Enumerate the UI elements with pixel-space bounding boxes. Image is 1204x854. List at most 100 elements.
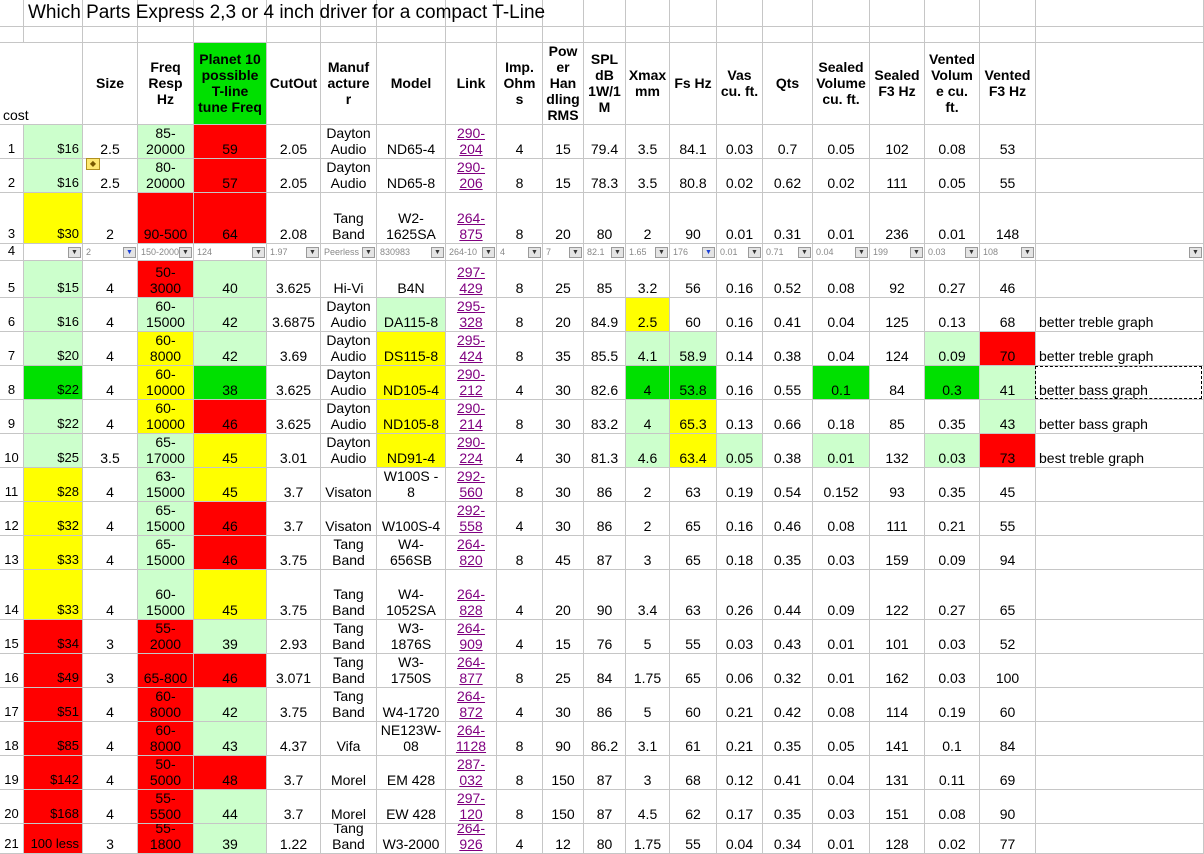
data-cell[interactable]: Tang Band bbox=[321, 570, 377, 620]
data-cell[interactable]: 55 bbox=[980, 159, 1036, 193]
data-cell[interactable]: 65 bbox=[670, 654, 717, 688]
part-link[interactable]: 290- 204 bbox=[446, 125, 497, 159]
column-header[interactable]: Vas cu. ft. bbox=[717, 43, 763, 125]
data-cell[interactable]: 5 bbox=[626, 688, 670, 722]
data-cell[interactable]: 0.05 bbox=[717, 434, 763, 468]
part-link[interactable]: 292- 558 bbox=[446, 502, 497, 536]
filter-dropdown-icon[interactable]: ▼ bbox=[1189, 247, 1202, 258]
data-cell[interactable]: 60- 8000 bbox=[138, 722, 194, 756]
data-cell[interactable]: 0.03 bbox=[925, 434, 980, 468]
data-cell[interactable]: 132 bbox=[870, 434, 925, 468]
data-cell[interactable]: 148 bbox=[980, 193, 1036, 244]
data-cell[interactable] bbox=[1036, 790, 1204, 824]
data-cell[interactable]: $28 bbox=[24, 468, 83, 502]
data-cell[interactable]: 39 bbox=[194, 620, 267, 654]
data-cell[interactable]: Dayton Audio bbox=[321, 332, 377, 366]
data-cell[interactable]: 0.01 bbox=[925, 193, 980, 244]
data-cell[interactable]: 44 bbox=[194, 790, 267, 824]
data-cell[interactable]: Tang Band bbox=[321, 688, 377, 722]
data-cell[interactable]: 0.08 bbox=[925, 790, 980, 824]
data-cell[interactable]: W3- 1876S bbox=[377, 620, 446, 654]
data-cell[interactable]: 45 bbox=[980, 468, 1036, 502]
data-cell[interactable] bbox=[1036, 722, 1204, 756]
data-cell[interactable]: 25 bbox=[543, 654, 584, 688]
data-cell[interactable]: 0.19 bbox=[717, 468, 763, 502]
data-cell[interactable]: Visaton bbox=[321, 502, 377, 536]
filter-dropdown-icon[interactable]: ▼ bbox=[748, 247, 761, 258]
data-cell[interactable]: 53.8 bbox=[670, 366, 717, 400]
data-cell[interactable]: 101 bbox=[870, 620, 925, 654]
data-cell[interactable]: 0.19 bbox=[925, 688, 980, 722]
blank-cell[interactable] bbox=[138, 27, 194, 43]
data-cell[interactable]: 5 bbox=[626, 620, 670, 654]
row-number[interactable]: 9 bbox=[0, 400, 24, 434]
data-cell[interactable]: 4 bbox=[83, 756, 138, 790]
data-cell[interactable]: 60- 15000 bbox=[138, 570, 194, 620]
data-cell[interactable]: 80 bbox=[584, 824, 626, 854]
data-cell[interactable]: $168 bbox=[24, 790, 83, 824]
blank-cell[interactable] bbox=[1036, 27, 1204, 43]
data-cell[interactable]: 0.01 bbox=[813, 620, 870, 654]
data-cell[interactable]: $33 bbox=[24, 536, 83, 570]
data-cell[interactable]: 90 bbox=[584, 570, 626, 620]
data-cell[interactable]: 3.625 bbox=[267, 400, 321, 434]
autofilter-cell[interactable]: 1.65 ▼ bbox=[626, 244, 670, 261]
data-cell[interactable]: 30 bbox=[543, 400, 584, 434]
data-cell[interactable]: 83.2 bbox=[584, 400, 626, 434]
data-cell[interactable]: 4 bbox=[83, 332, 138, 366]
blank-cell[interactable] bbox=[717, 27, 763, 43]
data-cell[interactable]: 20 bbox=[543, 298, 584, 332]
data-cell[interactable]: 0.31 bbox=[763, 193, 813, 244]
data-cell[interactable]: 0.44 bbox=[763, 570, 813, 620]
data-cell[interactable]: 4 bbox=[83, 536, 138, 570]
filter-dropdown-icon[interactable]: ▼ bbox=[431, 247, 444, 258]
data-cell[interactable]: 128 bbox=[870, 824, 925, 854]
column-header[interactable]: Fs Hz bbox=[670, 43, 717, 125]
part-link[interactable]: 297- 120 bbox=[446, 790, 497, 824]
data-cell[interactable]: 78.3 bbox=[584, 159, 626, 193]
data-cell[interactable]: 92 bbox=[870, 261, 925, 298]
data-cell[interactable] bbox=[1036, 688, 1204, 722]
blank-cell[interactable] bbox=[83, 27, 138, 43]
data-cell[interactable]: 0.3 bbox=[925, 366, 980, 400]
data-cell[interactable]: DA115-8 bbox=[377, 298, 446, 332]
data-cell[interactable]: 55- 5500 bbox=[138, 790, 194, 824]
blank-cell[interactable] bbox=[194, 27, 267, 43]
autofilter-cell[interactable]: 830983 ▼ bbox=[377, 244, 446, 261]
data-cell[interactable]: 4 bbox=[626, 366, 670, 400]
data-cell[interactable]: Tang Band bbox=[321, 654, 377, 688]
data-cell[interactable]: 2.08 bbox=[267, 193, 321, 244]
data-cell[interactable] bbox=[1036, 159, 1204, 193]
data-cell[interactable]: 100 bbox=[980, 654, 1036, 688]
data-cell[interactable]: 56 bbox=[670, 261, 717, 298]
filter-dropdown-icon[interactable]: ▼ bbox=[306, 247, 319, 258]
data-cell[interactable]: better treble graph bbox=[1036, 332, 1204, 366]
data-cell[interactable]: 68 bbox=[980, 298, 1036, 332]
data-cell[interactable]: 55 bbox=[980, 502, 1036, 536]
data-cell[interactable]: better bass graph bbox=[1036, 400, 1204, 434]
data-cell[interactable] bbox=[1036, 620, 1204, 654]
data-cell[interactable]: 84.1 bbox=[670, 125, 717, 159]
data-cell[interactable]: 0.01 bbox=[813, 824, 870, 854]
data-cell[interactable]: B4N bbox=[377, 261, 446, 298]
part-link[interactable]: 295- 328 bbox=[446, 298, 497, 332]
data-cell[interactable]: 84 bbox=[980, 722, 1036, 756]
data-cell[interactable]: ND105-8 bbox=[377, 400, 446, 434]
data-cell[interactable]: 30 bbox=[543, 468, 584, 502]
data-cell[interactable]: 55- 2000 bbox=[138, 620, 194, 654]
data-cell[interactable]: $34 bbox=[24, 620, 83, 654]
data-cell[interactable]: 2.5 bbox=[626, 298, 670, 332]
data-cell[interactable]: 151 bbox=[870, 790, 925, 824]
data-cell[interactable]: 0.35 bbox=[925, 468, 980, 502]
blank-cell[interactable] bbox=[870, 27, 925, 43]
data-cell[interactable]: 60- 8000 bbox=[138, 688, 194, 722]
data-cell[interactable]: 0.46 bbox=[763, 502, 813, 536]
data-cell[interactable]: EM 428 bbox=[377, 756, 446, 790]
data-cell[interactable]: 60 bbox=[980, 688, 1036, 722]
blank-cell[interactable] bbox=[925, 0, 980, 27]
data-cell[interactable]: 0.17 bbox=[717, 790, 763, 824]
data-cell[interactable]: 45 bbox=[194, 434, 267, 468]
data-cell[interactable]: 131 bbox=[870, 756, 925, 790]
data-cell[interactable]: 2 bbox=[626, 193, 670, 244]
data-cell[interactable]: 8 bbox=[497, 332, 543, 366]
